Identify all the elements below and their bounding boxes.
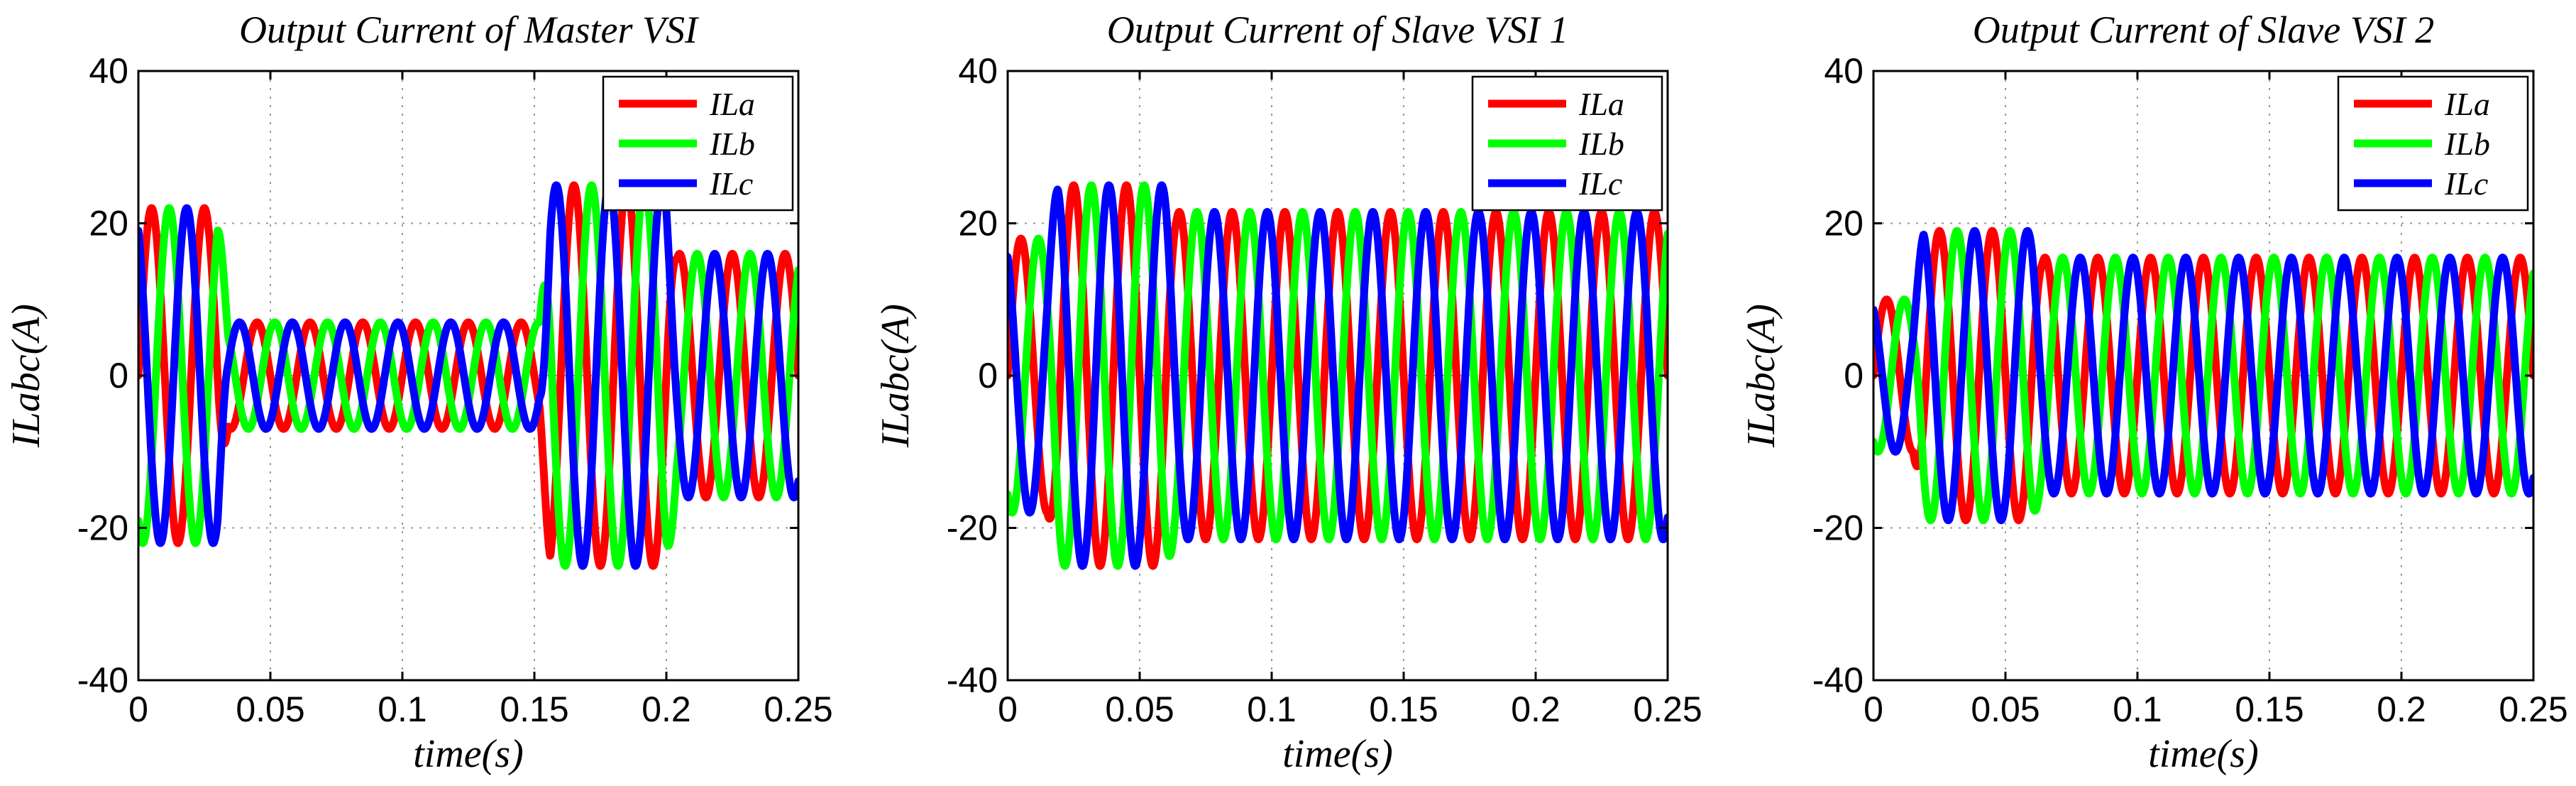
x-axis-label: time(s) [413,732,524,776]
legend-label-ila: ILa [2444,86,2490,122]
series-line-ilc [138,181,798,570]
y-tick-label: 20 [958,204,998,244]
y-tick-label: 40 [958,51,998,91]
y-tick-label: 0 [1844,356,1864,395]
legend-label-ilc: ILc [1578,165,1622,202]
series-line-ilc [1873,226,2533,525]
axis-ticks: 0 0.05 0.1 0.15 0.2 0.25 -40 -20 0 20 40 [1812,51,2568,729]
legend-label-ilc: ILc [709,165,753,202]
legend: ILa ILb ILc [1471,75,1663,212]
x-tick-label: 0.15 [500,689,568,729]
axis-ticks: 0 0.05 0.1 0.15 0.2 0.25 -40 -20 0 20 40 [947,51,1702,729]
x-tick-label: 0.05 [236,689,304,729]
x-tick-label: 0.05 [1971,689,2040,729]
y-tick-label: -20 [77,508,128,548]
chart-title: Output Current of Slave VSI 1 [1107,9,1568,51]
y-axis-label: ILabc(A) [1739,304,1783,448]
legend-label-ilb: ILb [1578,126,1624,162]
x-tick-label: 0.25 [1633,689,1702,729]
legend-label-ilb: ILb [2444,126,2490,162]
legend-label-ila: ILa [709,86,755,122]
y-axis-label: ILabc(A) [874,304,918,448]
chart-master-vsi: Output Current of Master VSI 0 0.05 0.1 0.1… [4,9,833,776]
x-tick-label: 0.05 [1105,689,1174,729]
chart-title: Output Current of Slave VSI 2 [1973,9,2434,51]
x-tick-label: 0.2 [642,689,691,729]
axis-ticks: 0 0.05 0.1 0.15 0.2 0.25 -40 -20 0 20 40 [77,51,833,729]
y-tick-label: -20 [1812,508,1864,548]
y-tick-label: 0 [978,356,998,395]
legend-label-ilc: ILc [2444,165,2488,202]
legend-label-ilb: ILb [709,126,755,162]
legend: ILa ILb ILc [602,75,794,212]
x-tick-label: 0.25 [2499,689,2567,729]
series-layer [138,181,798,570]
x-tick-label: 0.2 [1511,689,1561,729]
y-tick-label: -20 [947,508,998,548]
x-tick-label: 0 [1864,689,1883,729]
x-tick-label: 0.15 [2235,689,2303,729]
legend: ILa ILb ILc [2337,75,2529,212]
y-tick-label: -40 [947,660,998,700]
chart-slave-vsi-2: Output Current of Slave VSI 2 0 0.05 0.1 0.… [1739,9,2568,776]
y-tick-label: 0 [109,356,128,395]
y-axis-label: ILabc(A) [4,304,48,448]
series-layer [1008,181,1668,570]
y-tick-label: -40 [1812,660,1864,700]
y-tick-label: 40 [1824,51,1864,91]
y-tick-label: 40 [89,51,128,91]
legend-label-ila: ILa [1578,86,1624,122]
x-axis-label: time(s) [2148,732,2259,776]
x-tick-label: 0.25 [764,689,832,729]
x-tick-label: 0 [998,689,1018,729]
y-tick-label: 20 [1824,204,1864,244]
chart-slave-vsi-1: Output Current of Slave VSI 1 0 0.05 0.1 0.… [874,9,1702,776]
x-tick-label: 0.15 [1369,689,1438,729]
x-tick-label: 0 [128,689,148,729]
series-layer [1873,226,2533,525]
x-tick-label: 0.1 [378,689,427,729]
series-line-ilc [1008,181,1668,570]
x-tick-label: 0.1 [1247,689,1297,729]
y-tick-label: -40 [77,660,128,700]
x-axis-label: time(s) [1282,732,1393,776]
chart-title: Output Current of Master VSI [239,9,700,51]
y-tick-label: 20 [89,204,128,244]
x-tick-label: 0.1 [2113,689,2162,729]
x-tick-label: 0.2 [2377,689,2426,729]
